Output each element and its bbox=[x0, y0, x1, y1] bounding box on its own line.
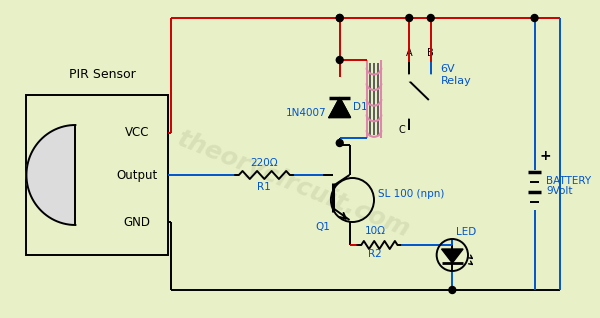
Text: BATTERY: BATTERY bbox=[547, 176, 592, 186]
Text: C: C bbox=[398, 125, 405, 135]
Circle shape bbox=[337, 57, 343, 64]
Circle shape bbox=[531, 15, 538, 22]
Text: Q1: Q1 bbox=[316, 222, 331, 232]
Polygon shape bbox=[329, 98, 350, 117]
Text: R1: R1 bbox=[257, 182, 271, 192]
Bar bbox=[26, 95, 169, 255]
Text: A: A bbox=[406, 48, 413, 58]
Text: GND: GND bbox=[124, 216, 151, 229]
Text: LED: LED bbox=[456, 227, 476, 237]
Text: SL 100 (npn): SL 100 (npn) bbox=[378, 189, 444, 199]
Circle shape bbox=[406, 15, 413, 22]
Circle shape bbox=[337, 15, 343, 22]
Text: R2: R2 bbox=[368, 249, 382, 259]
Circle shape bbox=[449, 287, 456, 294]
Circle shape bbox=[406, 75, 412, 81]
Text: 9Volt: 9Volt bbox=[547, 186, 573, 196]
Circle shape bbox=[428, 75, 434, 81]
Text: 220Ω: 220Ω bbox=[251, 158, 278, 168]
Text: 1N4007: 1N4007 bbox=[286, 107, 326, 117]
Text: 6V: 6V bbox=[440, 64, 455, 74]
Text: +: + bbox=[539, 149, 551, 163]
Polygon shape bbox=[442, 249, 463, 263]
Text: B: B bbox=[427, 48, 434, 58]
Circle shape bbox=[337, 140, 343, 147]
Circle shape bbox=[337, 15, 343, 22]
Polygon shape bbox=[26, 125, 76, 225]
Text: D1: D1 bbox=[353, 102, 368, 113]
Text: Relay: Relay bbox=[440, 76, 472, 86]
Text: Output: Output bbox=[116, 169, 158, 182]
Text: VCC: VCC bbox=[125, 127, 149, 140]
Text: PIR Sensor: PIR Sensor bbox=[70, 68, 136, 81]
Text: theorycircuit.com: theorycircuit.com bbox=[174, 127, 414, 243]
Circle shape bbox=[427, 15, 434, 22]
Circle shape bbox=[406, 112, 412, 118]
Text: 10Ω: 10Ω bbox=[364, 226, 385, 236]
